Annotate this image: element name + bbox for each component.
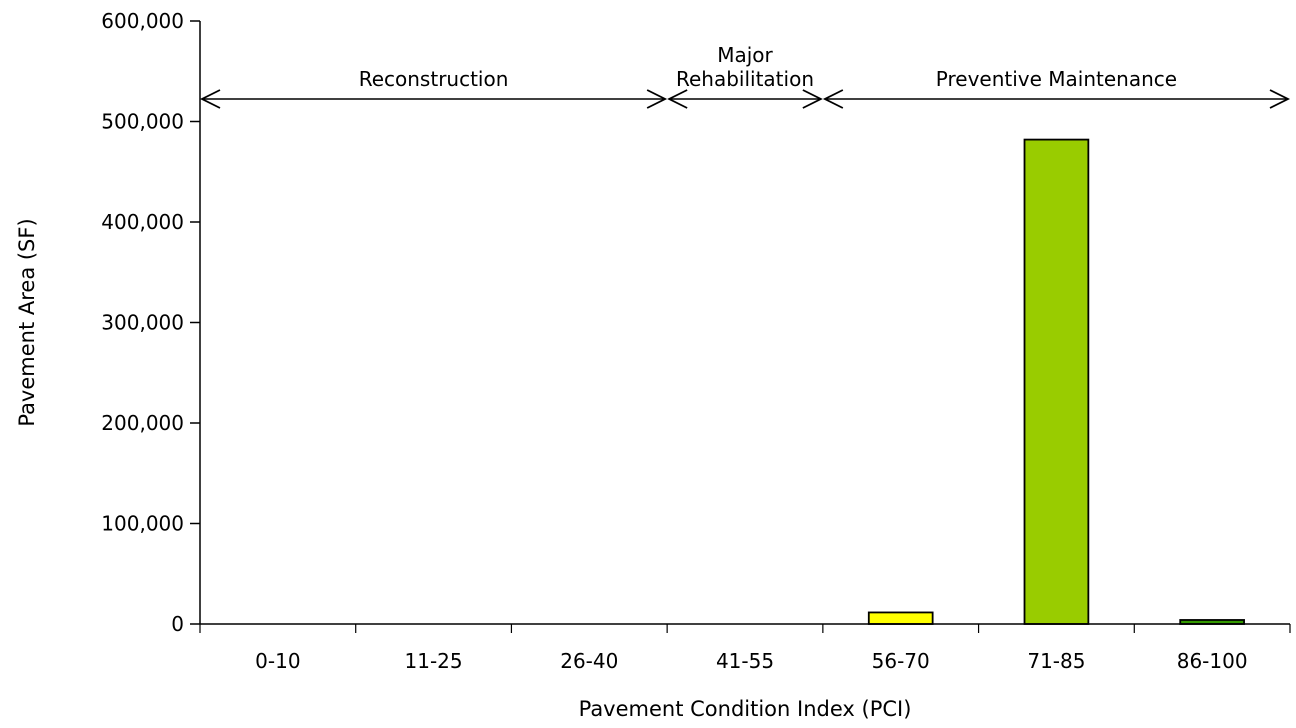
arrow-head-left	[199, 89, 221, 109]
y-tick-label: 600,000	[101, 9, 184, 33]
x-tick-label: 56-70	[872, 649, 930, 673]
y-tick-label: 400,000	[101, 210, 184, 234]
x-tick-label: 41-55	[716, 649, 774, 673]
y-axis-title: Pavement Area (SF)	[15, 218, 39, 426]
x-tick-label: 11-25	[405, 649, 463, 673]
arrow-head-right	[1269, 89, 1291, 109]
arrow-head-right	[646, 89, 668, 109]
arrow-head-right	[802, 89, 823, 109]
y-tick-label: 300,000	[101, 311, 184, 335]
region-label: Major	[717, 43, 773, 67]
arrow-head-left	[667, 89, 688, 109]
bar-series	[867, 138, 1245, 625]
arrow-head-left	[822, 89, 844, 109]
x-tick-label: 0-10	[255, 649, 300, 673]
bar-56-70	[867, 611, 934, 625]
x-tick-label: 71-85	[1027, 649, 1085, 673]
x-axis-title: Pavement Condition Index (PCI)	[579, 697, 912, 721]
x-tick-label: 86-100	[1177, 649, 1248, 673]
y-tick-label: 100,000	[101, 512, 184, 536]
x-axis-ticks: 0-10 11-25 26-40 41-55 56-70 71-85 86-100	[199, 624, 1291, 673]
region-label: Rehabilitation	[676, 67, 814, 91]
y-tick-label: 200,000	[101, 411, 184, 435]
y-tick-label: 500,000	[101, 110, 184, 134]
y-axis-ticks: 0 100,000 200,000 300,000 400,000 500,000 600,…	[101, 9, 200, 636]
region-label: Reconstruction	[359, 67, 509, 91]
x-tick-label: 26-40	[560, 649, 618, 673]
y-tick-label: 0	[171, 612, 184, 636]
bar-71-85	[1023, 138, 1090, 625]
region-label: Preventive Maintenance	[936, 67, 1177, 91]
